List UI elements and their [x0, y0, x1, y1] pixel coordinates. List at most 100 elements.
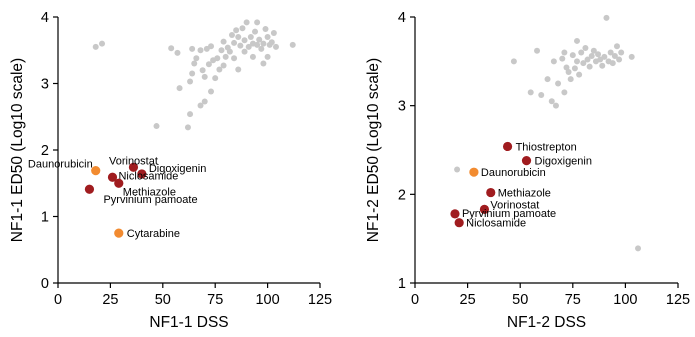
background-point [272, 43, 279, 50]
background-point [574, 37, 581, 44]
background-point [565, 68, 572, 75]
background-point [584, 56, 591, 63]
background-point [254, 41, 261, 48]
background-point [235, 66, 242, 73]
background-point [208, 88, 215, 95]
background-point [260, 60, 267, 67]
background-point [92, 43, 99, 50]
y-tick-label: 1 [41, 210, 49, 226]
background-point [254, 19, 261, 26]
x-tick-label: 125 [308, 292, 332, 308]
background-point [548, 98, 555, 105]
background-point [205, 61, 212, 68]
point-label: Digoxigenin [149, 163, 206, 175]
background-point [220, 62, 227, 69]
background-point [613, 43, 620, 50]
background-point [256, 36, 263, 43]
background-point [239, 25, 246, 32]
background-point [212, 75, 219, 82]
background-point [603, 14, 610, 21]
y-axis-title: NF1-2 ED50 (Log10 scale) [365, 58, 382, 242]
background-point [268, 39, 275, 46]
background-point [264, 53, 271, 60]
background-point [571, 65, 578, 72]
highlighted-point [454, 218, 464, 228]
background-point [201, 98, 208, 105]
point-label: Digoxigenin [535, 156, 592, 168]
point-label: Daunorubicin [481, 167, 546, 179]
point-label: Pyrvinium pamoate [103, 194, 197, 206]
background-point [189, 45, 196, 52]
background-point [590, 47, 597, 54]
background-point [561, 89, 568, 96]
point-label: Methiazole [123, 186, 176, 198]
background-point [270, 29, 277, 36]
background-point [197, 47, 204, 54]
x-tick-label: 75 [207, 292, 223, 308]
x-tick-label: 25 [102, 292, 118, 308]
background-point [222, 53, 229, 60]
background-point [574, 58, 581, 65]
x-tick-label: 100 [613, 292, 637, 308]
background-point [193, 55, 200, 62]
y-tick-label: 3 [398, 99, 406, 115]
background-point [262, 25, 269, 32]
background-point [99, 40, 106, 47]
background-point [231, 55, 238, 62]
background-point [567, 76, 574, 83]
background-point [235, 33, 242, 40]
panel-1: 0 25 50 75 100 125 0 1 2 3 4 NF1-1 DSS NF1-1 ED50 (L… [9, 10, 332, 331]
background-point [191, 60, 198, 67]
background-point [197, 102, 204, 109]
x-tick-label: 50 [155, 292, 171, 308]
point-label: Vorinostat [490, 199, 539, 211]
background-point [601, 53, 608, 60]
background-point [561, 49, 568, 56]
background-point [245, 43, 252, 50]
background-point [576, 71, 583, 78]
y-tick-label: 3 [41, 77, 49, 93]
background-point [228, 31, 235, 38]
background-point [241, 48, 248, 55]
background-point [454, 166, 461, 173]
background-point [289, 41, 296, 48]
highlighted-point [521, 156, 532, 166]
background-point [187, 78, 194, 85]
background-point [580, 60, 587, 67]
background-point [595, 51, 602, 58]
panel-2: 0 25 50 75 100 125 1 2 3 4 NF1-2 DSS NF1-2 ED50 (Lo… [365, 10, 690, 331]
background-point [559, 55, 566, 62]
highlighted-point [137, 169, 147, 179]
background-point [588, 53, 595, 60]
background-point [218, 47, 225, 54]
background-point [216, 66, 223, 73]
background-point [635, 245, 642, 252]
background-point [241, 37, 248, 44]
background-point [607, 49, 614, 56]
background-point [582, 45, 589, 52]
highlighted-point [486, 187, 496, 198]
point-label: Thiostrepton [516, 141, 577, 153]
x-tick-label: 25 [460, 292, 476, 308]
highlighted-point [114, 228, 124, 238]
background-point [189, 70, 196, 77]
background-point [510, 58, 517, 65]
background-point [214, 55, 221, 62]
background-point [176, 85, 183, 92]
x-axis-title: NF1-2 DSS [507, 314, 586, 331]
background-point [555, 80, 562, 87]
background-point [208, 43, 215, 50]
background-point [578, 49, 585, 56]
background-point [552, 102, 559, 109]
background-point [609, 60, 616, 67]
background-point [187, 111, 194, 118]
background-point [550, 58, 557, 65]
highlighted-point [450, 209, 460, 219]
background-point [569, 52, 576, 59]
highlighted-point [91, 166, 101, 176]
background-point [538, 92, 545, 99]
background-point [252, 28, 259, 35]
x-tick-label: 50 [512, 292, 528, 308]
